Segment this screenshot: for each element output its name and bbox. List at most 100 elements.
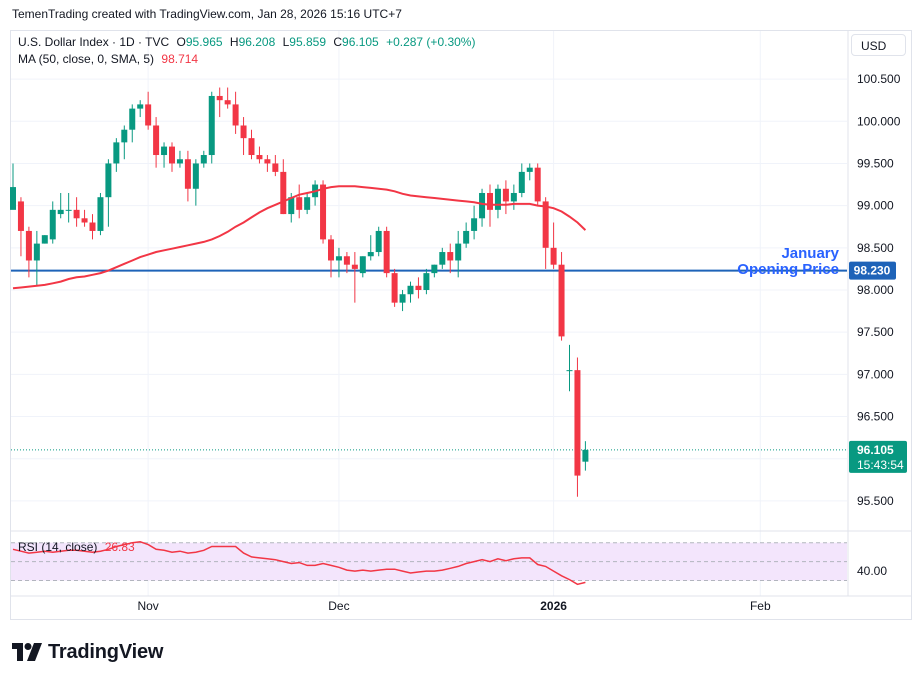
chart-frame bbox=[10, 30, 912, 620]
currency-button[interactable]: USD bbox=[851, 34, 906, 56]
candle bbox=[272, 155, 279, 177]
change-value: +0.287 (+0.30%) bbox=[386, 35, 476, 49]
candle bbox=[200, 150, 207, 168]
candle-body bbox=[272, 163, 279, 172]
candle bbox=[216, 87, 223, 118]
high-value: 96.208 bbox=[238, 35, 276, 49]
candle bbox=[320, 180, 327, 244]
y-tick-label: 97.500 bbox=[857, 325, 894, 339]
candle-body bbox=[105, 163, 112, 198]
candle-body bbox=[502, 188, 509, 202]
candle bbox=[367, 235, 374, 261]
candle-body bbox=[343, 256, 350, 265]
candle-body bbox=[216, 95, 223, 101]
candle bbox=[431, 264, 438, 278]
candle bbox=[65, 192, 72, 223]
candle-body bbox=[351, 264, 358, 269]
candle bbox=[57, 192, 64, 219]
x-tick-label: Dec bbox=[328, 599, 349, 613]
chart-header-caption: TemenTrading created with TradingView.co… bbox=[12, 7, 402, 21]
candle-body bbox=[479, 192, 486, 219]
candle bbox=[526, 163, 533, 181]
candle-body bbox=[10, 187, 16, 210]
candle bbox=[208, 91, 215, 164]
candle bbox=[232, 91, 239, 134]
candle bbox=[447, 243, 454, 274]
candle bbox=[105, 159, 112, 227]
candle bbox=[574, 357, 581, 497]
open-value: 95.965 bbox=[185, 35, 223, 49]
candle-body bbox=[558, 264, 565, 337]
candle bbox=[169, 142, 175, 172]
candle-body bbox=[248, 138, 255, 156]
candle bbox=[351, 252, 358, 303]
candle-body bbox=[57, 209, 64, 215]
candle bbox=[161, 142, 168, 168]
candle bbox=[113, 138, 120, 172]
candle-body bbox=[161, 146, 168, 156]
last-price-countdown: 15:43:54 bbox=[857, 458, 904, 472]
candle bbox=[184, 150, 191, 202]
candle-body bbox=[335, 256, 342, 261]
candle-body bbox=[208, 95, 215, 156]
candle bbox=[415, 277, 422, 299]
y-tick-label: 98.500 bbox=[857, 241, 894, 255]
tradingview-logo-icon bbox=[12, 643, 42, 661]
candle-body bbox=[534, 167, 541, 202]
y-tick-label: 100.500 bbox=[857, 72, 901, 86]
candle bbox=[479, 188, 486, 227]
candle-body bbox=[137, 104, 144, 109]
symbol-legend[interactable]: U.S. Dollar Index · 1D · TVC O95.965 H96… bbox=[18, 35, 475, 49]
ma-label: MA (50, close, 0, SMA, 5) bbox=[18, 52, 155, 66]
candle-body bbox=[359, 256, 366, 274]
low-label: L bbox=[282, 35, 290, 49]
candle-body bbox=[375, 230, 382, 253]
tradingview-logo[interactable]: TradingView bbox=[12, 640, 163, 664]
candle-body bbox=[25, 230, 32, 261]
candle bbox=[137, 100, 144, 118]
candle-body bbox=[423, 273, 430, 290]
candle bbox=[359, 256, 366, 278]
candle-body bbox=[33, 243, 40, 261]
candle-body bbox=[407, 285, 414, 295]
candle-body bbox=[17, 201, 24, 231]
close-value: 96.105 bbox=[342, 35, 379, 49]
candle-body bbox=[232, 104, 239, 126]
candle-body bbox=[49, 209, 56, 240]
candle bbox=[25, 226, 32, 278]
rsi-legend[interactable]: RSI (14, close) 26.83 bbox=[18, 540, 135, 554]
candle bbox=[383, 226, 390, 278]
tradingview-logo-text: TradingView bbox=[48, 640, 164, 663]
ma-legend[interactable]: MA (50, close, 0, SMA, 5) 98.714 bbox=[18, 52, 198, 66]
close-label: C bbox=[333, 35, 343, 49]
rsi-axis-label: 40.00 bbox=[857, 564, 887, 578]
candle bbox=[494, 184, 501, 219]
january-opening-price-annotation: January Opening Price bbox=[720, 246, 839, 278]
candle bbox=[81, 209, 88, 227]
candle-body bbox=[184, 159, 191, 189]
candle-body bbox=[41, 235, 48, 244]
candle bbox=[192, 159, 199, 206]
candle bbox=[343, 252, 350, 274]
candle-body bbox=[455, 243, 462, 261]
candle-body bbox=[145, 104, 152, 126]
candle-body bbox=[574, 370, 581, 476]
candle bbox=[280, 159, 287, 215]
y-tick-label: 99.500 bbox=[857, 156, 894, 170]
candle-body bbox=[129, 108, 136, 130]
candle-body bbox=[415, 285, 422, 290]
candle bbox=[121, 125, 128, 160]
level-price-badge-label: 98.230 bbox=[854, 264, 891, 278]
candle-body bbox=[383, 230, 390, 274]
candle bbox=[558, 252, 565, 341]
candle bbox=[542, 197, 549, 269]
candle bbox=[248, 129, 255, 160]
candle-body bbox=[176, 159, 183, 164]
candle-body bbox=[463, 230, 470, 244]
candle bbox=[264, 155, 271, 172]
candle-body bbox=[487, 192, 493, 210]
candle-body bbox=[526, 167, 533, 172]
x-tick-label: Nov bbox=[137, 599, 158, 613]
candle-body bbox=[113, 142, 120, 164]
